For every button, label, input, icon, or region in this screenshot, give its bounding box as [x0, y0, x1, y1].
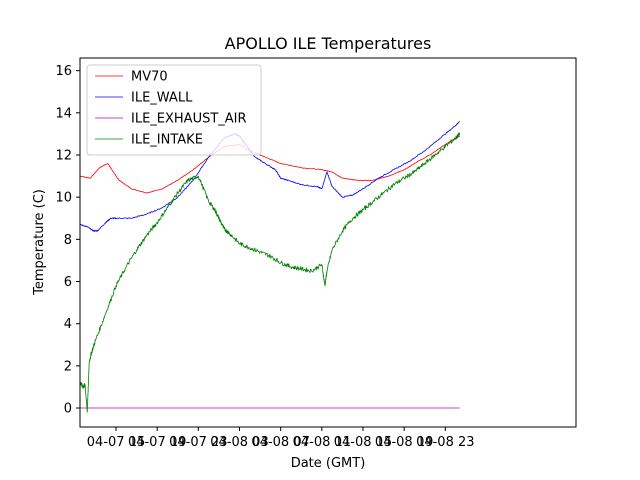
- legend-label: ILE_INTAKE: [131, 133, 203, 148]
- y-tick-label: 16: [55, 64, 72, 79]
- x-tick-label: 04-08 15: [334, 435, 392, 450]
- y-tick-label: 10: [55, 191, 72, 206]
- plot-frame: [79, 57, 577, 428]
- y-axis: 0 2 4 6 8 10 12 14 16: [55, 64, 80, 417]
- x-tick-label: 04-07 15: [87, 435, 145, 450]
- y-tick-label: 6: [64, 275, 72, 290]
- y-tick-label: 2: [64, 359, 72, 374]
- plot-area: [80, 120, 461, 413]
- chart-title: APOLLO ILE Temperatures: [225, 34, 432, 53]
- series-line-ile-wall: [80, 120, 460, 232]
- x-tick-label: 04-08 23: [416, 435, 474, 450]
- y-tick-label: 12: [55, 148, 72, 163]
- series-line-ile-intake: [80, 132, 461, 413]
- x-tick-label: 04-08 07: [251, 435, 309, 450]
- legend-label: ILE_EXHAUST_AIR: [131, 112, 247, 127]
- y-tick-label: 8: [64, 233, 72, 248]
- legend-label: ILE_WALL: [131, 91, 193, 106]
- x-tick-label: 04-08 19: [375, 435, 433, 450]
- x-tick-label: 04-08 03: [210, 435, 268, 450]
- x-tick-label: 04-07 23: [169, 435, 227, 450]
- legend-box: [86, 64, 262, 156]
- x-tick-label: 04-08 11: [293, 435, 351, 450]
- y-tick-label: 14: [55, 106, 72, 121]
- legend-label: MV70: [131, 70, 168, 85]
- x-axis-label: Date (GMT): [291, 456, 366, 471]
- y-tick-label: 0: [64, 402, 72, 417]
- y-axis-label: Temperature (C): [32, 189, 47, 296]
- y-tick-label: 4: [64, 317, 72, 332]
- legend: MV70 ILE_WALL ILE_EXHAUST_AIR ILE_INTAKE: [86, 64, 262, 156]
- x-tick-label: 04-07 19: [128, 435, 186, 450]
